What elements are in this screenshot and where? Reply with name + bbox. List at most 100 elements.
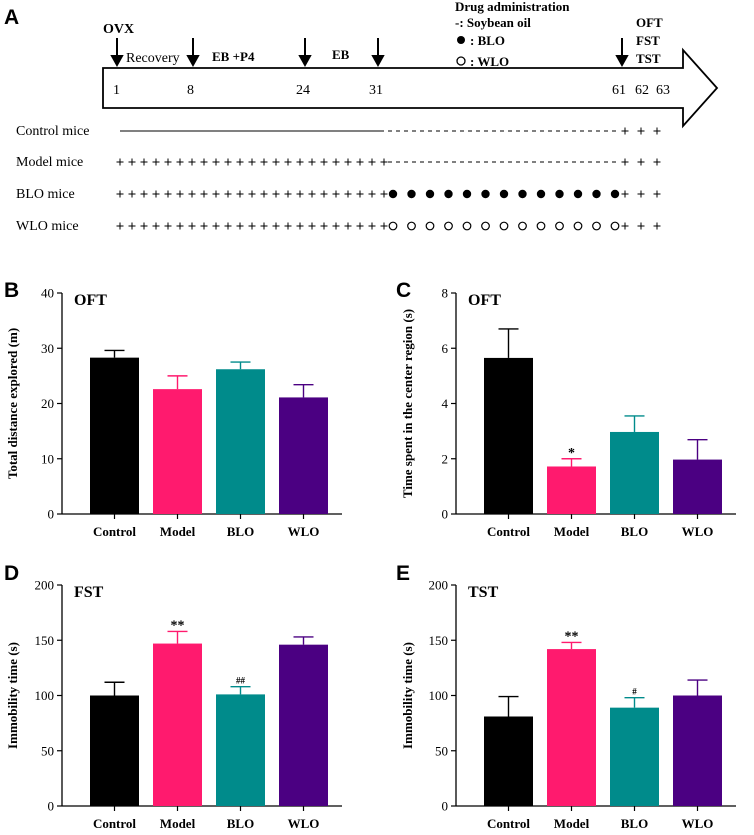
chart-b-total-distance: 0 10 20 30 40 Total distance explored (m) OFT C… (5, 286, 342, 539)
plus-mark (152, 222, 160, 230)
blo-dose-circle (462, 189, 472, 199)
chart-e-tst-immobility: 0 50 100 150 200 Immobility time (s) TST Contro… (400, 578, 736, 831)
category-label: Control (487, 816, 530, 831)
group-label-wlo: WLO mice (16, 219, 79, 234)
bar-blo (610, 707, 659, 806)
bar-control (484, 716, 533, 806)
wlo-dose-circle (499, 221, 509, 231)
category-label: WLO (682, 816, 714, 831)
category-label: Control (93, 524, 136, 539)
bar-blo (216, 694, 265, 806)
chart-title: FST (74, 584, 104, 601)
plus-mark (356, 222, 364, 230)
plus-mark (260, 222, 268, 230)
wlo-dose-circle (592, 221, 601, 231)
plus-mark (200, 222, 208, 230)
blo-dose-circle (610, 189, 620, 199)
chart-c-center-time: 0 2 4 6 8 Time spent in the center region (s)… (400, 286, 736, 539)
day-24: 24 (296, 83, 310, 98)
plus-mark (320, 222, 328, 230)
group-label-blo: BLO mice (16, 187, 75, 202)
y-tick-label: 6 (442, 341, 449, 356)
category-label: Control (93, 816, 136, 831)
bar-wlo (673, 459, 722, 514)
plus-mark (188, 222, 196, 230)
category-label: WLO (682, 524, 714, 539)
y-tick-label: 0 (442, 507, 449, 522)
label-test-oft: OFT (636, 15, 663, 30)
y-tick-label: 2 (442, 451, 449, 466)
panel-letter-a: A (4, 6, 19, 29)
plus-mark (200, 190, 208, 198)
plus-mark (164, 190, 172, 198)
test-plus-mark (637, 127, 645, 135)
blo-dose-circle (444, 189, 453, 199)
plus-mark (272, 158, 280, 166)
plus-mark (356, 158, 364, 166)
category-label: BLO (227, 524, 254, 539)
y-tick-label: 0 (48, 799, 55, 814)
category-label: Model (554, 816, 590, 831)
panel-letter-d: D (4, 562, 19, 585)
wlo-dose-circle (481, 221, 490, 231)
test-plus-mark (653, 222, 661, 230)
plus-mark (320, 190, 328, 198)
plus-mark (224, 158, 232, 166)
y-tick-label: 100 (35, 688, 55, 703)
bar-model (153, 643, 202, 806)
plus-mark (152, 158, 160, 166)
test-plus-mark (637, 222, 645, 230)
bar-model (547, 649, 596, 806)
plus-mark (176, 190, 184, 198)
test-plus-mark (653, 190, 661, 198)
timeline-rows (116, 127, 661, 231)
category-label: WLO (288, 524, 320, 539)
test-plus-mark (637, 158, 645, 166)
y-tick-label: 20 (41, 396, 54, 411)
significance-mark: ## (236, 676, 246, 686)
timeline-down-arrows (110, 38, 629, 68)
plus-mark (224, 190, 232, 198)
plus-mark (368, 158, 376, 166)
label-drug-wlo: : WLO (470, 54, 509, 69)
day-62: 62 (635, 83, 649, 98)
plus-mark (140, 158, 148, 166)
plus-mark (164, 158, 172, 166)
label-drug-soybean: -: Soybean oil (455, 15, 531, 30)
blo-dose-circle (425, 189, 435, 199)
significance-mark: ** (565, 629, 579, 644)
y-tick-label: 0 (48, 507, 55, 522)
label-recovery: Recovery (126, 51, 180, 66)
category-label: Model (160, 816, 196, 831)
plus-mark (116, 190, 124, 198)
plus-mark (188, 158, 196, 166)
group-label-control: Control mice (16, 124, 90, 139)
bar-wlo (279, 397, 328, 514)
plus-mark (356, 190, 364, 198)
wlo-dose-circle (555, 221, 564, 231)
wlo-dose-circle (388, 221, 398, 231)
wlo-dose-circle (536, 221, 546, 231)
plus-mark (248, 222, 256, 230)
significance-mark: * (568, 446, 575, 461)
wlo-dose-circle (462, 221, 472, 231)
y-tick-label: 150 (35, 633, 55, 648)
bar-control (90, 357, 139, 514)
day-8: 8 (187, 83, 194, 98)
significance-mark: ** (171, 618, 185, 633)
plus-mark (212, 222, 220, 230)
down-arrow-icon (371, 38, 385, 68)
y-tick-label: 50 (435, 743, 448, 758)
plus-mark (236, 222, 244, 230)
plus-mark (284, 222, 292, 230)
bar-blo (610, 431, 659, 514)
plus-mark (380, 158, 388, 166)
test-plus-mark (653, 127, 661, 135)
y-tick-label: 4 (442, 396, 449, 411)
plus-mark (140, 190, 148, 198)
category-label: BLO (227, 816, 254, 831)
wlo-dose-circle (407, 221, 416, 231)
plus-mark (260, 158, 268, 166)
y-tick-label: 8 (442, 286, 449, 301)
